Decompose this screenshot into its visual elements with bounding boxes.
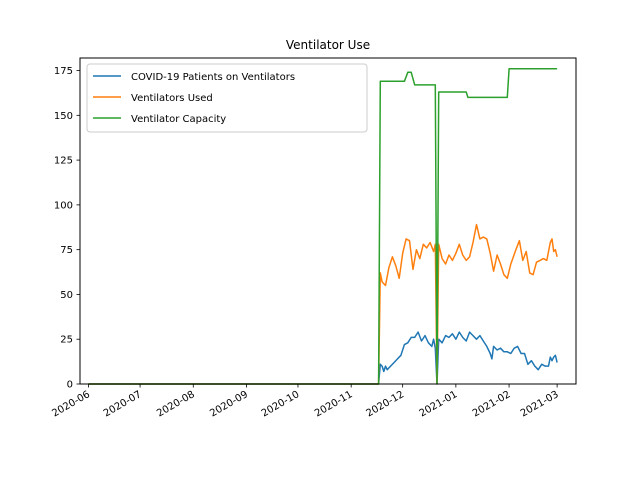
legend-label-2: Ventilators Used <box>131 93 213 104</box>
y-tick-label-150: 150 <box>54 111 73 122</box>
y-tick-label-50: 50 <box>60 290 73 301</box>
y-tick-label-75: 75 <box>60 245 73 256</box>
legend-label-3: Ventilator Capacity <box>131 114 226 125</box>
y-tick-label-100: 100 <box>54 200 73 211</box>
plot-frame <box>79 57 577 385</box>
legend-box <box>86 63 368 133</box>
legend-label-1: COVID-19 Patients on Ventilators <box>131 72 295 83</box>
series-line-3 <box>88 67 558 385</box>
chart-title: Ventilator Use <box>286 38 370 52</box>
series-line-2 <box>88 223 558 385</box>
y-tick-label-175: 175 <box>54 66 73 77</box>
series-layer <box>88 67 558 385</box>
legend: COVID-19 Patients on Ventilators Ventilat… <box>86 63 368 133</box>
y-tick-label-25: 25 <box>60 335 73 346</box>
y-tick-label-0: 0 <box>67 380 73 391</box>
y-tick-label-125: 125 <box>54 156 73 167</box>
series-line-1 <box>88 331 558 385</box>
